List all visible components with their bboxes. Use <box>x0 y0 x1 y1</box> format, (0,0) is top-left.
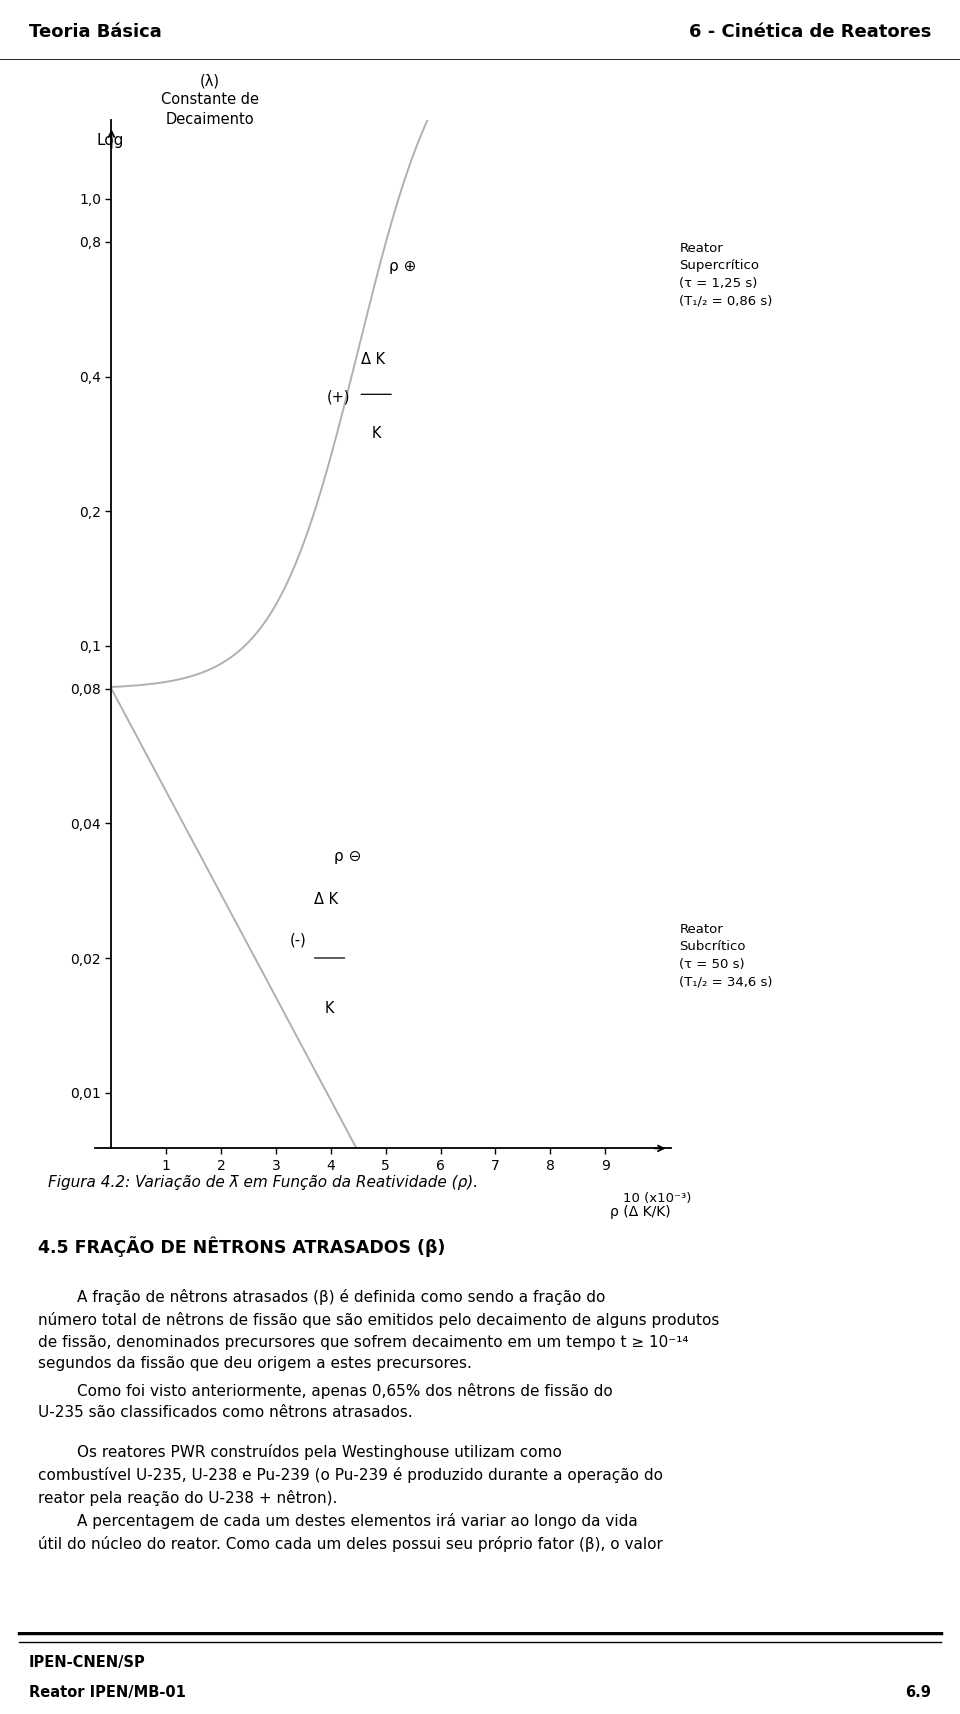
Text: A percentagem de cada um destes elementos irá variar ao longo da vida
útil do nú: A percentagem de cada um destes elemento… <box>38 1513 663 1551</box>
Text: 10 (x10⁻³): 10 (x10⁻³) <box>623 1191 691 1205</box>
Text: 4.5 FRAÇÃO DE NÊTRONS ATRASADOS (β): 4.5 FRAÇÃO DE NÊTRONS ATRASADOS (β) <box>38 1236 445 1256</box>
Text: 6.9: 6.9 <box>905 1685 931 1700</box>
Text: Reator
Subcrítico
(τ = 50 s)
(T₁/₂ = 34,6 s): Reator Subcrítico (τ = 50 s) (T₁/₂ = 34,… <box>680 922 773 987</box>
Text: Reator
Supercrítico
(τ = 1,25 s)
(T₁/₂ = 0,86 s): Reator Supercrítico (τ = 1,25 s) (T₁/₂ =… <box>680 242 773 307</box>
Text: Como foi visto anteriormente, apenas 0,65% dos nêtrons de fissão do
U-235 são cl: Como foi visto anteriormente, apenas 0,6… <box>38 1383 613 1421</box>
Text: Os reatores PWR construídos pela Westinghouse utilizam como
combustível U-235, U: Os reatores PWR construídos pela Westing… <box>38 1445 663 1507</box>
Text: ρ (Δ K/K): ρ (Δ K/K) <box>611 1205 671 1219</box>
Text: Δ K: Δ K <box>361 351 385 367</box>
Text: (+): (+) <box>326 389 350 405</box>
Text: Figura 4.2: Variação de λ̅ em Função da Reatividade (ρ).: Figura 4.2: Variação de λ̅ em Função da … <box>48 1176 478 1190</box>
Text: 6 - Cinética de Reatores: 6 - Cinética de Reatores <box>689 22 931 41</box>
Text: Teoria Básica: Teoria Básica <box>29 22 161 41</box>
Text: K: K <box>372 427 381 440</box>
Text: (-): (-) <box>290 932 306 948</box>
Text: ρ ⊕: ρ ⊕ <box>389 259 416 274</box>
Text: Reator IPEN/MB-01: Reator IPEN/MB-01 <box>29 1685 185 1700</box>
Text: Δ K: Δ K <box>315 891 339 907</box>
Text: K: K <box>324 1001 334 1016</box>
Text: (λ)
Constante de
Decaimento: (λ) Constante de Decaimento <box>161 74 259 127</box>
Text: ρ ⊖: ρ ⊖ <box>334 850 361 864</box>
Text: IPEN-CNEN/SP: IPEN-CNEN/SP <box>29 1654 146 1669</box>
Text: A fração de nêtrons atrasados (β) é definida como sendo a fração do
número total: A fração de nêtrons atrasados (β) é defi… <box>38 1289 720 1371</box>
Text: Log: Log <box>96 134 124 147</box>
